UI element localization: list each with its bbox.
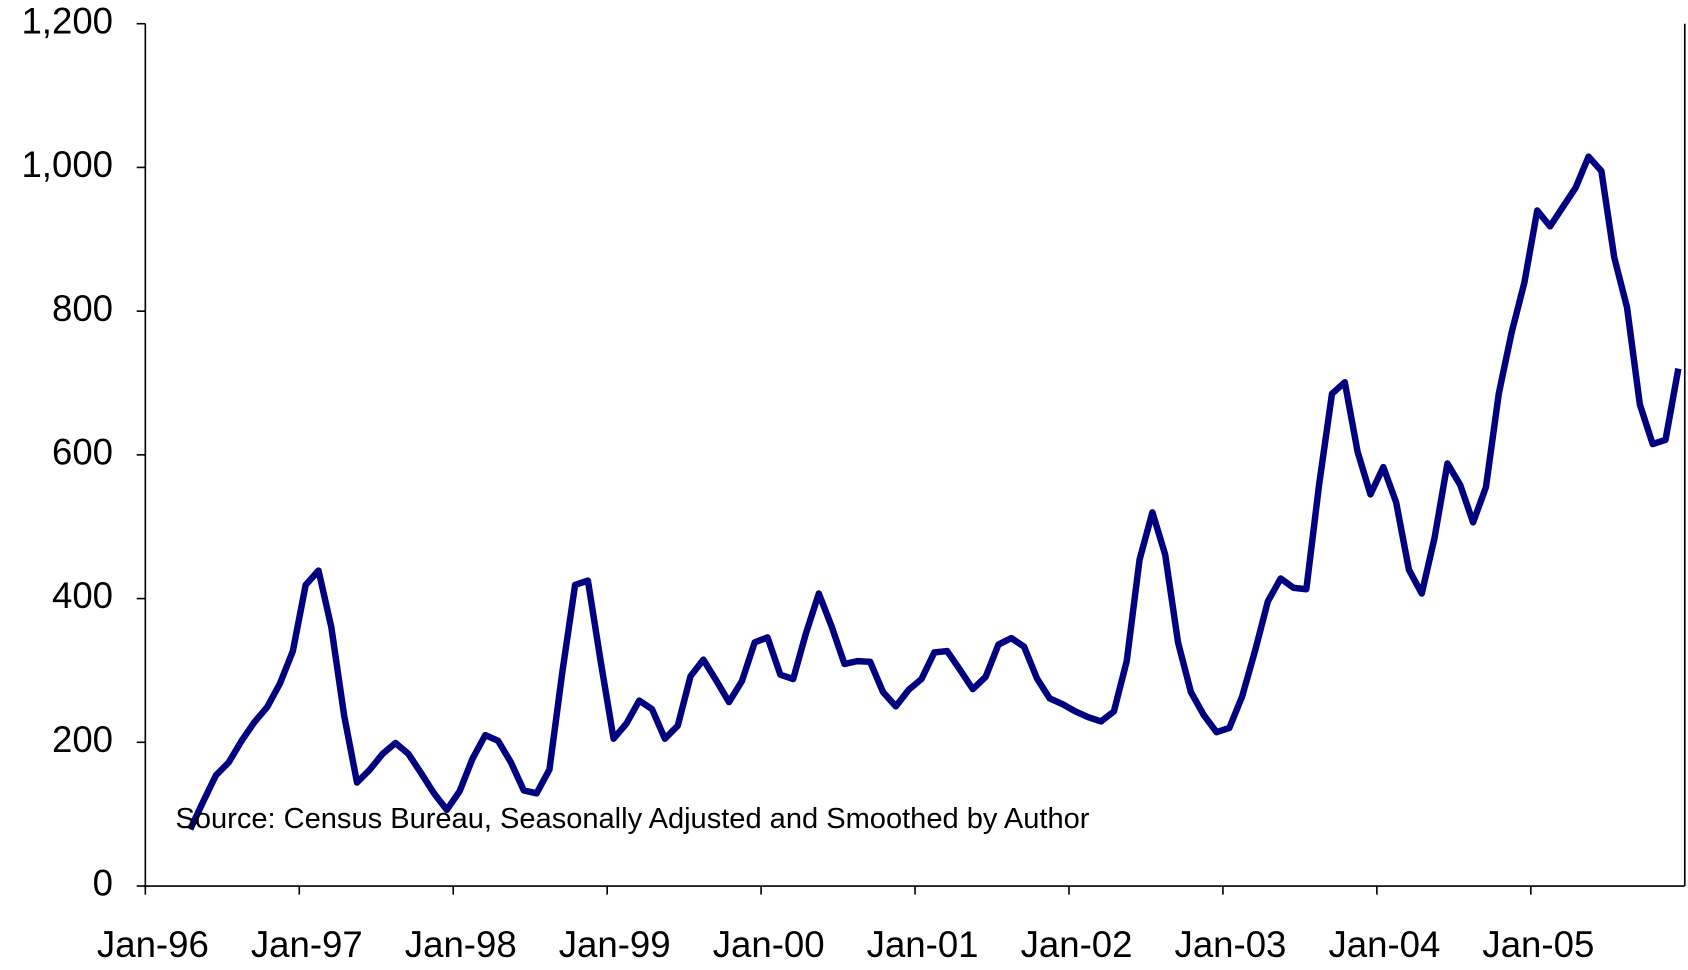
- y-tick-label: 1,000: [21, 144, 113, 185]
- y-tick-label: 800: [52, 288, 113, 329]
- x-tick-label: Jan-00: [713, 924, 825, 965]
- y-tick-label: 0: [93, 863, 113, 904]
- annotation: Source: Census Bureau, Seasonally Adjust…: [175, 803, 1089, 835]
- x-tick-label: Jan-96: [97, 924, 209, 965]
- y-tick-label: 600: [52, 432, 113, 473]
- y-tick-label: 1,200: [21, 0, 113, 41]
- y-tick-label: 200: [52, 719, 113, 760]
- x-tick-label: Jan-97: [251, 924, 363, 965]
- x-tick-label: Jan-05: [1482, 924, 1594, 965]
- x-tick-label: Jan-03: [1175, 924, 1287, 965]
- x-tick-label: Jan-01: [867, 924, 979, 965]
- x-tick-label: Jan-98: [405, 924, 517, 965]
- data-line: [187, 153, 1682, 831]
- x-tick-label: Jan-04: [1328, 924, 1440, 965]
- y-tick-label: 400: [52, 575, 113, 616]
- x-tick-label: Jan-99: [559, 924, 671, 965]
- x-tick-label: Jan-02: [1021, 924, 1133, 965]
